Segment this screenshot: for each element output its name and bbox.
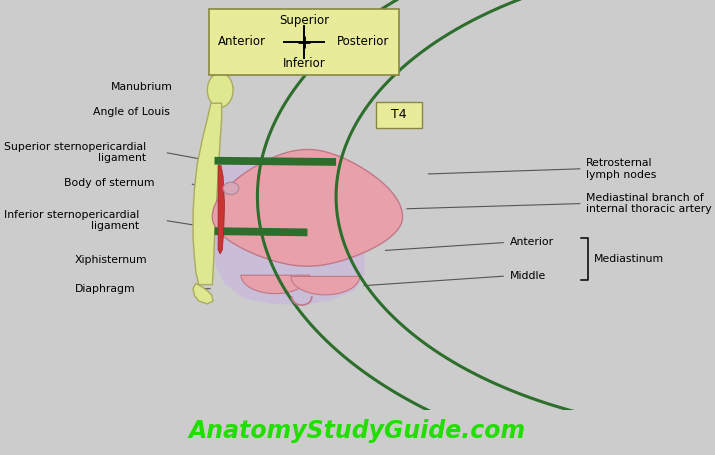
Text: Inferior: Inferior — [282, 56, 325, 70]
Polygon shape — [193, 103, 222, 285]
Polygon shape — [291, 276, 360, 295]
Polygon shape — [212, 150, 403, 266]
Text: T4: T4 — [391, 108, 407, 121]
Polygon shape — [212, 157, 365, 305]
Text: Superior: Superior — [279, 15, 329, 27]
Text: Mediastinal branch of
internal thoracic artery: Mediastinal branch of internal thoracic … — [586, 193, 712, 214]
Ellipse shape — [223, 182, 239, 195]
Text: Anterior: Anterior — [218, 35, 266, 49]
Polygon shape — [214, 228, 307, 236]
Text: AnatomyStudyGuide.com: AnatomyStudyGuide.com — [189, 419, 526, 443]
Text: Manubrium: Manubrium — [111, 82, 173, 92]
Text: Angle of Louis: Angle of Louis — [93, 107, 170, 117]
Text: Diaphragm: Diaphragm — [75, 284, 136, 293]
Polygon shape — [218, 166, 225, 254]
Text: Body of sternum: Body of sternum — [64, 178, 155, 188]
Text: Anterior: Anterior — [510, 238, 554, 248]
Text: Inferior sternopericardial
ligament: Inferior sternopericardial ligament — [4, 209, 139, 231]
Text: Superior sternopericardial
ligament: Superior sternopericardial ligament — [4, 142, 146, 163]
Polygon shape — [193, 283, 213, 304]
FancyBboxPatch shape — [209, 9, 399, 75]
Text: Mediastinum: Mediastinum — [593, 254, 664, 264]
Polygon shape — [214, 157, 336, 166]
Text: Posterior: Posterior — [337, 35, 390, 49]
FancyBboxPatch shape — [376, 101, 422, 128]
Polygon shape — [241, 275, 310, 293]
Polygon shape — [207, 73, 233, 107]
Text: Middle: Middle — [510, 271, 546, 281]
Text: Retrosternal
lymph nodes: Retrosternal lymph nodes — [586, 158, 656, 180]
Text: Xiphisternum: Xiphisternum — [75, 255, 148, 265]
